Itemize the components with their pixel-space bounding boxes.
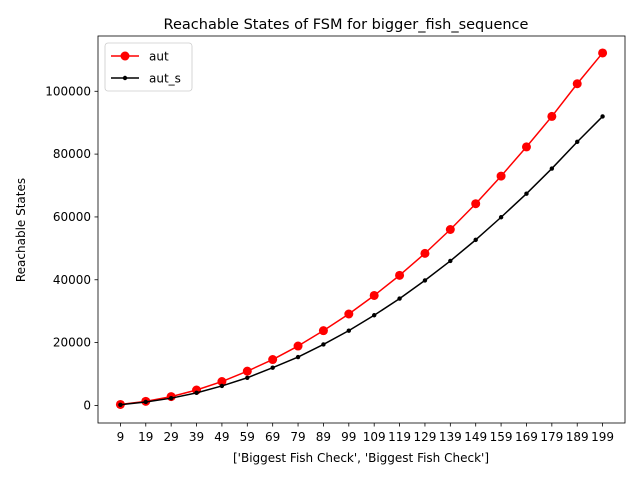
y-axis: 0 20000 40000 60000 80000 100000 (45, 84, 98, 412)
data-point-aut_s (575, 139, 580, 145)
data-point-aut (572, 79, 582, 89)
y-tick-label: 60000 (53, 210, 91, 224)
y-tick-label: 80000 (53, 147, 91, 161)
data-point-aut (445, 225, 455, 234)
x-tick-label: 119 (388, 430, 411, 444)
x-tick-label: 149 (464, 430, 487, 444)
data-point-aut_s (143, 399, 148, 405)
x-tick-label: 109 (363, 430, 386, 444)
data-point-aut_s (549, 166, 555, 171)
data-point-aut_s (448, 258, 453, 264)
data-point-aut (217, 377, 227, 387)
y-tick-label: 0 (83, 398, 91, 412)
data-point-aut_s (600, 114, 605, 119)
data-point-aut_s (321, 342, 326, 347)
data-point-aut_s (245, 375, 250, 380)
legend-label-aut_s: aut_s (149, 72, 181, 86)
data-point-aut_s (270, 365, 275, 370)
data-point-aut (242, 366, 252, 376)
data-point-aut_s (194, 390, 199, 396)
plot-frame (97, 35, 626, 424)
x-tick-label: 179 (540, 430, 563, 444)
x-tick-label: 19 (138, 430, 153, 444)
legend: aut aut_s (104, 42, 193, 92)
data-point-aut (344, 309, 354, 319)
x-tick-label: 199 (591, 430, 614, 444)
data-point-aut (496, 171, 506, 181)
data-point-aut_s (219, 383, 225, 389)
data-point-aut (420, 248, 430, 258)
y-tick-label: 40000 (53, 273, 91, 287)
x-tick-label: 189 (566, 430, 589, 444)
x-axis: 9 19 29 39 49 59 69 79 89 99 109 119 129 139 149 159 169… (117, 423, 614, 444)
x-tick-label: 29 (164, 430, 179, 444)
plot-area (97, 35, 626, 424)
x-axis-label: ['Biggest Fish Check', 'Biggest Fish Che… (233, 451, 489, 465)
data-point-aut_s (118, 402, 123, 407)
data-point-aut (521, 142, 531, 152)
series-line-aut_s (120, 115, 604, 406)
chart-title: Reachable States of FSM for bigger_fish_… (164, 17, 529, 33)
data-point-aut_s (295, 354, 301, 360)
data-point-aut_s (371, 313, 377, 318)
data-point-aut_s (473, 237, 478, 243)
data-point-aut (598, 48, 608, 58)
series-line-aut (120, 52, 604, 406)
data-point-aut (369, 290, 379, 300)
x-tick-label: 59 (240, 430, 255, 444)
x-tick-label: 169 (515, 430, 538, 444)
data-point-aut (471, 199, 481, 209)
x-tick-label: 159 (490, 430, 513, 444)
x-tick-label: 99 (341, 430, 356, 444)
x-tick-label: 49 (214, 430, 229, 444)
data-point-aut (547, 111, 557, 121)
x-tick-label: 139 (439, 430, 462, 444)
data-point-aut_s (397, 296, 402, 301)
data-point-aut (293, 341, 303, 351)
x-tick-label: 39 (189, 430, 204, 444)
data-point-aut_s (422, 278, 428, 283)
x-tick-label: 9 (117, 430, 125, 444)
x-tick-label: 129 (413, 430, 436, 444)
data-point-aut (318, 326, 328, 336)
x-tick-label: 69 (265, 430, 280, 444)
data-point-aut_s (498, 215, 504, 220)
y-tick-label: 100000 (45, 84, 91, 98)
data-point-aut_s (346, 328, 352, 333)
x-tick-label: 79 (290, 430, 305, 444)
data-point-aut_s (168, 395, 174, 401)
data-point-aut (395, 270, 405, 280)
legend-marker-aut_s (122, 75, 128, 81)
data-point-aut_s (524, 191, 529, 196)
legend-label-aut: aut (149, 50, 169, 64)
legend-marker-aut (120, 51, 130, 61)
x-tick-label: 89 (316, 430, 331, 444)
data-point-aut (268, 355, 278, 365)
y-tick-label: 20000 (53, 336, 91, 350)
y-axis-label: Reachable States (14, 178, 28, 282)
